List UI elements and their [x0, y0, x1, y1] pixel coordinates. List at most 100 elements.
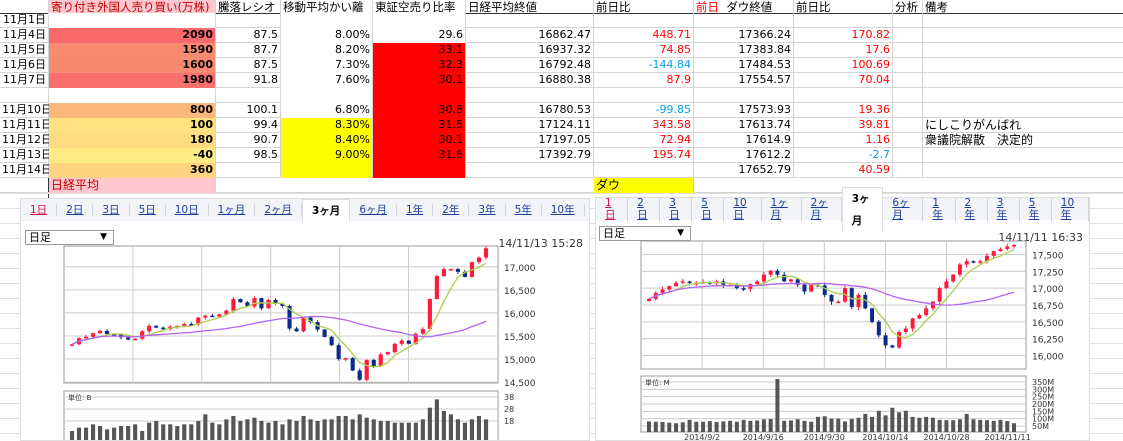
cell-dow[interactable]: 17484.53 [694, 58, 794, 73]
cell-foreign[interactable] [49, 88, 216, 103]
cell-nikkei[interactable] [466, 88, 594, 103]
cell-adr[interactable] [216, 163, 281, 178]
cell-foreign[interactable]: 1600 [49, 58, 216, 73]
tab-period[interactable]: 5年 [506, 204, 542, 216]
cell-foreign[interactable]: 100 [49, 118, 216, 133]
cell-analysis[interactable] [893, 88, 923, 103]
cell-notes[interactable] [923, 148, 1123, 163]
cell-foreign[interactable]: 360 [49, 163, 216, 178]
cell-dow-chg[interactable]: 40.59 [794, 163, 893, 178]
cell-notes[interactable] [923, 13, 1123, 28]
cell-nikkei[interactable]: 16880.38 [466, 73, 594, 88]
cell-ma-dev[interactable]: 8.20% [281, 43, 373, 58]
tab-period[interactable]: 2日 [57, 204, 94, 216]
cell-notes[interactable] [923, 163, 1123, 178]
cell-dow-chg[interactable]: -2.7 [794, 148, 893, 163]
cell-dow-chg[interactable]: 70.04 [794, 73, 893, 88]
cell-adr[interactable]: 87.5 [216, 28, 281, 43]
cell-dow[interactable]: 17366.24 [694, 28, 794, 43]
cell-nikkei-chg[interactable] [594, 163, 694, 178]
cell-date[interactable]: 11月6日 [0, 58, 49, 73]
cell-short-ratio[interactable]: 30.1 [373, 73, 466, 88]
header-dow[interactable]: 前日 ダウ終値 [694, 0, 794, 15]
cell-analysis[interactable] [893, 43, 923, 58]
tab-period[interactable]: 2日 [628, 197, 661, 221]
tab-period[interactable]: 1ヶ月 [209, 204, 256, 216]
cell-analysis[interactable] [893, 28, 923, 43]
tab-period[interactable]: 6ヶ月 [350, 204, 397, 216]
interval-select[interactable]: 日足 ▼ [25, 230, 114, 245]
cell-date[interactable]: 11月13日 [2, 148, 52, 163]
tab-period[interactable]: 1年 [923, 197, 956, 221]
tab-period[interactable]: 3年 [469, 204, 506, 216]
cell-nikkei-chg[interactable]: 74.85 [594, 43, 694, 58]
cell-foreign[interactable]: 1590 [49, 43, 216, 58]
cell-adr[interactable]: 100.1 [216, 103, 281, 118]
cell-nikkei-chg[interactable]: 72.94 [594, 133, 694, 148]
cell-date[interactable]: 11月14日 [2, 163, 52, 178]
cell-foreign[interactable]: 180 [49, 133, 216, 148]
cell-date[interactable]: 11月4日 [0, 28, 49, 43]
cell-ma-dev[interactable] [281, 88, 373, 103]
cell-short-ratio[interactable]: 30.8 [373, 103, 466, 118]
cell-analysis[interactable] [893, 148, 923, 163]
cell-ma-dev[interactable]: 6.80% [281, 103, 373, 118]
tab-period[interactable]: 3日 [93, 204, 130, 216]
tab-period[interactable]: 3年 [988, 197, 1020, 221]
cell-foreign[interactable]: 2090 [49, 28, 216, 43]
cell-nikkei-chg[interactable]: 87.9 [594, 73, 694, 88]
header-ma-dev[interactable]: 移動平均かい離 [281, 0, 373, 15]
cell-notes[interactable] [923, 28, 1123, 43]
cell-short-ratio[interactable]: 33.1 [373, 43, 466, 58]
cell-short-ratio[interactable]: 32.3 [373, 58, 466, 73]
cell-adr[interactable]: 87.7 [216, 43, 281, 58]
header-dow-chg[interactable]: 前日比 [794, 0, 893, 15]
cell-dow-chg[interactable] [794, 88, 893, 103]
header-analysis[interactable]: 分析 [893, 0, 923, 15]
cell-dow-chg[interactable]: 1.16 [794, 133, 893, 148]
cell-analysis[interactable] [893, 13, 923, 28]
cell-adr[interactable]: 98.5 [216, 148, 281, 163]
cell-adr[interactable] [216, 88, 281, 103]
cell-ma-dev[interactable]: 8.00% [281, 28, 373, 43]
cell-notes[interactable] [923, 88, 1123, 103]
cell-ma-dev[interactable]: 8.30% [281, 118, 373, 133]
cell-dow[interactable]: 17614.9 [694, 133, 794, 148]
tab-period[interactable]: 3日 [660, 197, 693, 221]
cell-date[interactable]: 11月11日 [2, 118, 52, 133]
cell-analysis[interactable] [893, 58, 923, 73]
cell-dow[interactable]: 17652.79 [694, 163, 794, 178]
tab-period[interactable]: 10年 [1052, 197, 1089, 221]
cell-ma-dev[interactable] [281, 13, 373, 28]
cell-dow-chg[interactable]: 39.81 [794, 118, 893, 133]
tab-period[interactable]: 6ヶ月 [883, 197, 924, 221]
tab-period[interactable]: 10日 [166, 204, 209, 216]
tab-period[interactable]: 5日 [130, 204, 166, 216]
cell-ma-dev[interactable] [281, 163, 373, 178]
tab-period[interactable]: 2ヶ月 [802, 197, 842, 221]
cell-analysis[interactable] [893, 103, 923, 118]
tab-period[interactable]: 1日 [21, 204, 58, 216]
header-notes[interactable]: 備考 [925, 0, 948, 14]
cell-ma-dev[interactable]: 9.00% [281, 148, 373, 163]
cell-adr[interactable]: 91.8 [216, 73, 281, 88]
cell-dow-chg[interactable]: 170.82 [794, 28, 893, 43]
cell-short-ratio[interactable]: 31.5 [373, 118, 466, 133]
tab-period[interactable]: 10日 [724, 197, 762, 221]
cell-nikkei[interactable] [466, 13, 594, 28]
cell-short-ratio[interactable]: 30.1 [373, 133, 466, 148]
cell-short-ratio[interactable]: 31.6 [373, 148, 466, 163]
cell-date[interactable]: 11月5日 [0, 43, 49, 58]
cell-nikkei[interactable]: 17124.11 [466, 118, 594, 133]
cell-foreign[interactable] [49, 13, 216, 28]
cell-foreign[interactable]: 1980 [49, 73, 216, 88]
cell-dow-chg[interactable]: 17.6 [794, 43, 893, 58]
cell-short-ratio[interactable] [373, 163, 466, 178]
cell-date[interactable]: 11月10日 [2, 103, 52, 118]
cell-dow[interactable] [694, 13, 794, 28]
cell-dow[interactable]: 17612.2 [694, 148, 794, 163]
cell-adr[interactable]: 90.7 [216, 133, 281, 148]
tab-period[interactable]: 2年 [433, 204, 470, 216]
cell-nikkei-chg[interactable]: -144.84 [594, 58, 694, 73]
cell-dow-chg[interactable] [794, 13, 893, 28]
